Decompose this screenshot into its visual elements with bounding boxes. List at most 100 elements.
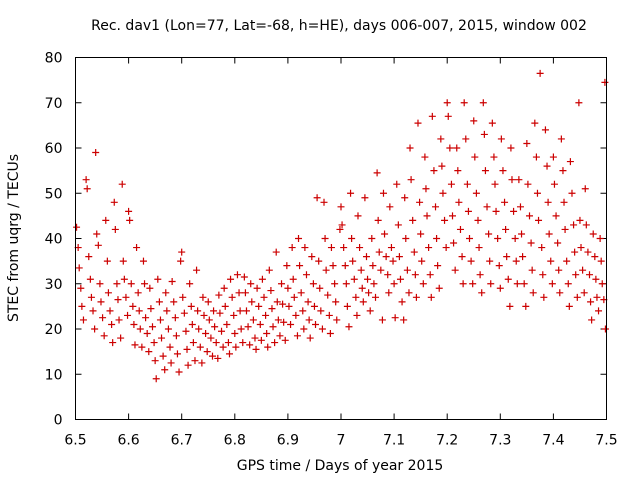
data-point — [295, 235, 303, 242]
data-point — [563, 257, 571, 265]
data-point — [256, 320, 264, 328]
data-point — [390, 280, 398, 288]
data-point — [428, 112, 436, 120]
data-point — [200, 311, 208, 319]
data-point — [427, 293, 435, 301]
data-point — [502, 225, 510, 233]
data-point — [231, 330, 239, 338]
data-point — [495, 262, 503, 270]
data-point — [529, 289, 537, 297]
data-point — [150, 339, 158, 347]
data-point — [459, 280, 467, 288]
data-point — [483, 203, 491, 211]
data-point — [215, 291, 223, 299]
data-point — [285, 302, 293, 310]
data-point — [433, 235, 441, 242]
y-tick-label: 30 — [45, 277, 63, 293]
data-point — [520, 280, 528, 288]
data-point — [519, 253, 527, 261]
y-tick-label: 60 — [45, 141, 63, 157]
data-point — [139, 257, 147, 265]
data-point — [506, 302, 514, 310]
x-tick-label: 7.5 — [595, 433, 617, 449]
data-point — [159, 352, 167, 360]
data-point — [526, 212, 534, 220]
data-point — [343, 302, 351, 310]
data-point — [478, 289, 486, 297]
y-tick-label: 0 — [54, 413, 63, 429]
data-point — [384, 271, 392, 279]
data-point — [499, 167, 507, 175]
data-point — [151, 357, 159, 365]
data-point — [117, 334, 125, 342]
data-point — [425, 244, 433, 252]
data-point — [262, 311, 270, 319]
data-point — [441, 216, 449, 224]
data-point — [269, 323, 277, 331]
data-point — [113, 280, 121, 288]
data-point — [406, 144, 414, 152]
data-point — [357, 266, 365, 274]
data-point — [161, 366, 169, 374]
data-point — [438, 162, 446, 170]
data-point — [281, 336, 289, 344]
data-point — [359, 298, 367, 306]
data-point — [361, 194, 369, 202]
data-point — [186, 280, 194, 288]
data-point — [315, 257, 323, 265]
data-point — [394, 221, 402, 229]
data-point — [539, 271, 547, 279]
data-point — [337, 203, 345, 211]
y-tick-label: 10 — [45, 367, 63, 383]
data-point — [100, 332, 108, 340]
data-point — [446, 144, 454, 152]
data-point — [237, 325, 245, 333]
data-point — [356, 244, 364, 252]
data-point — [400, 316, 408, 324]
data-point — [114, 296, 122, 304]
data-point — [156, 316, 164, 324]
data-point — [472, 189, 480, 197]
data-point — [182, 327, 190, 335]
data-point — [164, 325, 172, 333]
data-point — [490, 153, 498, 161]
data-point — [462, 135, 470, 143]
data-point — [575, 99, 583, 107]
data-point — [345, 323, 353, 331]
data-point — [313, 194, 321, 202]
data-point — [379, 189, 387, 197]
data-point — [122, 293, 130, 301]
data-point — [439, 189, 447, 197]
data-point — [267, 287, 275, 295]
data-point — [447, 180, 455, 188]
data-point — [115, 316, 123, 324]
data-point — [507, 144, 515, 152]
data-point — [559, 167, 567, 175]
data-point — [180, 309, 188, 317]
data-point — [321, 235, 329, 242]
data-point — [541, 126, 549, 134]
data-point — [503, 253, 511, 261]
data-point — [203, 348, 211, 356]
data-point — [133, 244, 141, 252]
data-point — [548, 280, 556, 288]
data-point — [464, 207, 472, 215]
data-point — [488, 119, 496, 127]
data-point — [365, 289, 373, 297]
data-point — [194, 307, 202, 315]
data-point — [598, 280, 606, 288]
data-point — [577, 244, 585, 252]
data-point — [402, 235, 410, 242]
data-point — [255, 302, 263, 310]
data-point — [263, 330, 271, 338]
data-point — [516, 203, 524, 211]
data-point — [325, 311, 333, 319]
data-point — [184, 361, 192, 369]
data-point — [130, 320, 138, 328]
data-point — [513, 280, 521, 288]
data-point — [414, 119, 422, 127]
x-tick-label: 7.1 — [383, 433, 405, 449]
data-point — [283, 262, 291, 270]
data-point — [568, 189, 576, 197]
data-point — [78, 302, 86, 310]
